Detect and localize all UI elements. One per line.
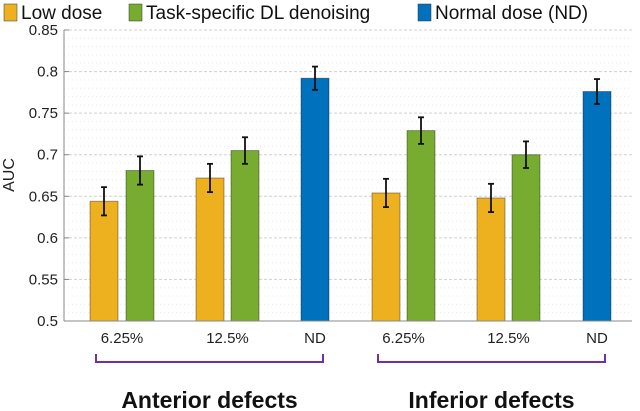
bar (406, 130, 436, 322)
x-axis-ticks: 6.25% 12.5% ND 6.25% 12.5% ND (101, 330, 608, 347)
bar (125, 170, 155, 322)
x-tick-label: 6.25% (382, 330, 425, 347)
group-label: Anterior defects (121, 387, 297, 411)
bar (582, 91, 612, 322)
y-tick-label: 0.6 (37, 230, 58, 247)
legend: Low dose Task-specific DL denoising Normal… (3, 3, 588, 24)
bar (371, 192, 401, 322)
y-tick-label: 0.7 (37, 147, 58, 164)
bar (89, 200, 119, 322)
y-tick-label: 0.55 (29, 271, 58, 288)
x-tick-label: 6.25% (101, 330, 144, 347)
y-tick-label: 0.75 (29, 105, 58, 122)
legend-swatch (417, 3, 432, 22)
x-tick-label: ND (586, 330, 608, 347)
y-tick-label: 0.8 (37, 64, 58, 81)
x-tick-label: ND (304, 330, 326, 347)
legend-label: Normal dose (ND) (435, 3, 588, 24)
y-axis-label: AUC (1, 158, 18, 192)
bar (300, 77, 330, 322)
legend-label: Task-specific DL denoising (146, 3, 370, 24)
x-tick-label: 12.5% (487, 330, 530, 347)
group-bracket (95, 354, 324, 363)
bars (89, 65, 612, 322)
legend-swatch (3, 3, 18, 22)
group-labels: Anterior defects Inferior defects (95, 354, 606, 411)
group-bracket (377, 354, 606, 363)
legend-swatch (128, 3, 143, 22)
group-label: Inferior defects (408, 387, 574, 411)
bar (195, 177, 225, 322)
grid-lines (64, 29, 632, 322)
x-tick-label: 12.5% (206, 330, 249, 347)
bar (511, 154, 541, 322)
legend-label: Low dose (21, 3, 102, 24)
y-tick-label: 0.85 (29, 22, 58, 39)
y-axis-ticks: 0.5 0.55 0.6 0.65 0.7 0.75 0.8 0.85 (29, 22, 69, 330)
y-tick-label: 0.5 (37, 313, 58, 330)
bar (476, 197, 506, 322)
bar (230, 150, 260, 322)
y-tick-label: 0.65 (29, 188, 58, 205)
